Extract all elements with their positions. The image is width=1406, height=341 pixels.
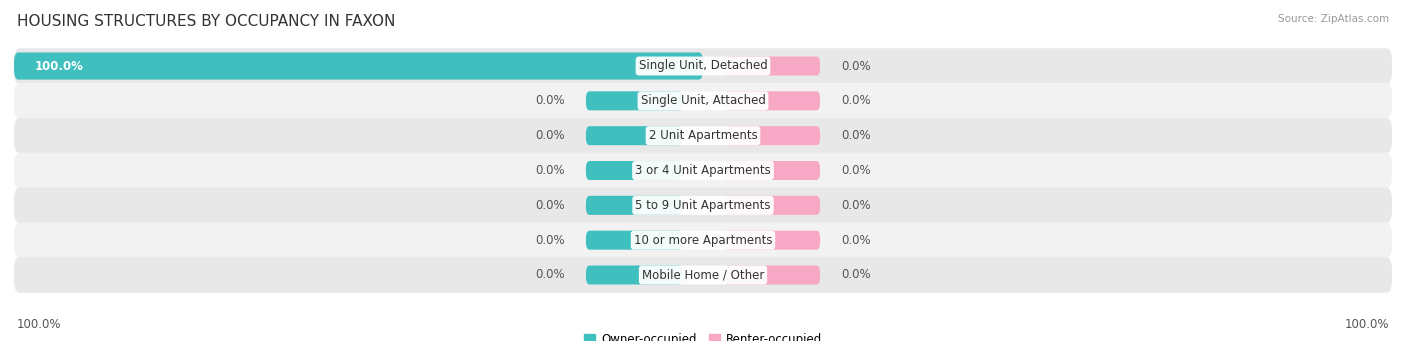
FancyBboxPatch shape <box>724 126 820 145</box>
FancyBboxPatch shape <box>586 266 682 284</box>
Text: 0.0%: 0.0% <box>536 234 565 247</box>
FancyBboxPatch shape <box>586 57 682 75</box>
Text: Mobile Home / Other: Mobile Home / Other <box>641 268 765 282</box>
FancyBboxPatch shape <box>724 266 820 284</box>
FancyBboxPatch shape <box>724 57 820 75</box>
Text: 0.0%: 0.0% <box>536 164 565 177</box>
Text: 0.0%: 0.0% <box>841 94 870 107</box>
FancyBboxPatch shape <box>14 257 1392 293</box>
Text: 0.0%: 0.0% <box>841 234 870 247</box>
Text: 100.0%: 100.0% <box>17 318 62 331</box>
Text: 3 or 4 Unit Apartments: 3 or 4 Unit Apartments <box>636 164 770 177</box>
Text: 5 to 9 Unit Apartments: 5 to 9 Unit Apartments <box>636 199 770 212</box>
FancyBboxPatch shape <box>724 196 820 215</box>
FancyBboxPatch shape <box>586 196 682 215</box>
Text: 0.0%: 0.0% <box>841 129 870 142</box>
Text: 2 Unit Apartments: 2 Unit Apartments <box>648 129 758 142</box>
Text: 0.0%: 0.0% <box>536 129 565 142</box>
FancyBboxPatch shape <box>14 118 1392 153</box>
Text: Single Unit, Attached: Single Unit, Attached <box>641 94 765 107</box>
FancyBboxPatch shape <box>724 231 820 250</box>
FancyBboxPatch shape <box>14 48 1392 84</box>
FancyBboxPatch shape <box>586 231 682 250</box>
FancyBboxPatch shape <box>724 91 820 110</box>
Text: 0.0%: 0.0% <box>841 199 870 212</box>
Text: 0.0%: 0.0% <box>536 268 565 282</box>
FancyBboxPatch shape <box>586 161 682 180</box>
Text: HOUSING STRUCTURES BY OCCUPANCY IN FAXON: HOUSING STRUCTURES BY OCCUPANCY IN FAXON <box>17 14 395 29</box>
FancyBboxPatch shape <box>724 161 820 180</box>
Text: 0.0%: 0.0% <box>841 59 870 73</box>
Text: Source: ZipAtlas.com: Source: ZipAtlas.com <box>1278 14 1389 24</box>
Text: Single Unit, Detached: Single Unit, Detached <box>638 59 768 73</box>
FancyBboxPatch shape <box>14 53 703 79</box>
Text: 100.0%: 100.0% <box>1344 318 1389 331</box>
FancyBboxPatch shape <box>586 91 682 110</box>
FancyBboxPatch shape <box>14 83 1392 119</box>
FancyBboxPatch shape <box>586 126 682 145</box>
Text: 0.0%: 0.0% <box>841 164 870 177</box>
Legend: Owner-occupied, Renter-occupied: Owner-occupied, Renter-occupied <box>579 329 827 341</box>
FancyBboxPatch shape <box>14 153 1392 188</box>
Text: 0.0%: 0.0% <box>841 268 870 282</box>
FancyBboxPatch shape <box>14 188 1392 223</box>
Text: 0.0%: 0.0% <box>536 199 565 212</box>
FancyBboxPatch shape <box>14 222 1392 258</box>
Text: 10 or more Apartments: 10 or more Apartments <box>634 234 772 247</box>
Text: 0.0%: 0.0% <box>536 94 565 107</box>
Text: 100.0%: 100.0% <box>35 59 83 73</box>
